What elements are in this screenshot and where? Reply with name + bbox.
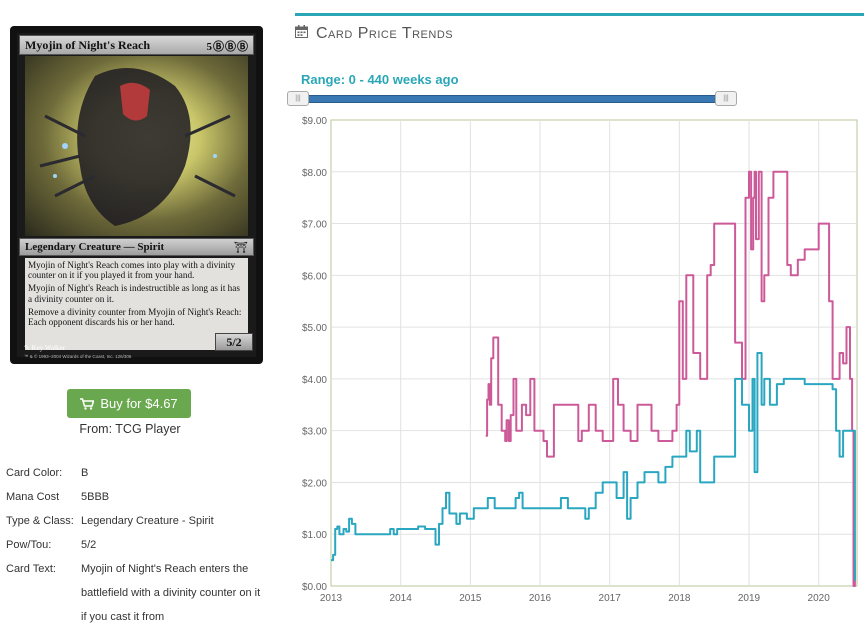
prop-label: Mana Cost: [6, 491, 60, 503]
buy-button[interactable]: Buy for $4.67: [67, 389, 191, 418]
section-title-text: Card Price Trends: [316, 25, 454, 42]
plot-area: [330, 119, 858, 587]
card-artist: ✎ Key Walker: [24, 344, 65, 352]
prop-value: Myojin of Night's Reach enters the battl…: [81, 563, 261, 623]
x-tick-label: 2015: [459, 593, 482, 604]
y-tick-label: $6.00: [302, 271, 327, 282]
x-tick-label: 2020: [808, 593, 831, 604]
range-slider-max-handle[interactable]: |||: [715, 91, 737, 106]
card-copyright: ™ & © 1993–2004 Wizards of the Coast, In…: [24, 354, 132, 359]
range-slider-min-handle[interactable]: |||: [287, 91, 309, 106]
card-art-illustration: [39, 68, 236, 226]
prop-label: Card Color:: [6, 467, 63, 479]
y-tick-label: $4.00: [302, 375, 327, 386]
x-tick-label: 2013: [320, 593, 343, 604]
buy-button-label: Buy for $4.67: [100, 396, 178, 411]
calendar-icon: [295, 25, 308, 43]
range-slider[interactable]: ||| |||: [287, 91, 737, 106]
prop-value: B: [81, 467, 89, 479]
section-accent-line: [295, 13, 864, 16]
card-name-bar: Myojin of Night's Reach 5ⒷⒷⒷ: [19, 35, 254, 55]
prop-value: Legendary Creature - Spirit: [81, 515, 214, 527]
price-series-line-1: [485, 170, 856, 587]
prop-label: Card Text:: [6, 563, 56, 575]
x-tick-label: 2019: [738, 593, 761, 604]
prop-label: Pow/Tou:: [6, 539, 52, 551]
card-power-toughness: 5/2: [215, 333, 253, 351]
card-type-bar: Legendary Creature — Spirit ⛩: [19, 238, 254, 256]
card-mana-cost: 5ⒷⒷⒷ: [206, 41, 249, 53]
prop-value: 5BBB: [81, 491, 110, 503]
card-rule-3: Remove a divinity counter from Myojin of…: [28, 306, 242, 328]
y-tick-label: $1.00: [302, 530, 327, 541]
cart-icon: [80, 397, 95, 410]
prop-label: Type & Class:: [6, 515, 74, 527]
y-tick-label: $5.00: [302, 323, 327, 334]
x-tick-label: 2016: [529, 593, 552, 604]
price-series-line-2: [331, 352, 856, 581]
y-tick-label: $7.00: [302, 220, 327, 231]
price-chart: $0.00 $1.00 $2.00 $3.00 $4.00 $5.00 $6.00 $7.00…: [290, 115, 864, 620]
card-image: Myojin of Night's Reach 5ⒷⒷⒷ Legendary C…: [10, 26, 263, 364]
card-rules-text: Myojin of Night's Reach comes into play …: [25, 258, 248, 350]
card-name: Myojin of Night's Reach: [25, 38, 150, 52]
x-tick-label: 2017: [599, 593, 622, 604]
range-label: Range: 0 - 440 weeks ago: [301, 72, 459, 87]
y-tick-label: $9.00: [302, 116, 327, 127]
prop-value: 5/2: [81, 539, 97, 551]
x-tick-label: 2014: [390, 593, 413, 604]
card-type-line: Legendary Creature — Spirit: [25, 241, 165, 253]
card-rule-1: Myojin of Night's Reach comes into play …: [28, 260, 236, 281]
card-art: [25, 56, 248, 236]
card-rule-2: Myojin of Night's Reach is indestructibl…: [28, 283, 240, 304]
set-symbol-icon: ⛩: [234, 242, 248, 254]
y-tick-label: $2.00: [302, 478, 327, 489]
vendor-label: From: TCG Player: [79, 422, 181, 436]
y-tick-label: $8.00: [302, 168, 327, 179]
x-tick-label: 2018: [668, 593, 691, 604]
price-chart-svg: $0.00 $1.00 $2.00 $3.00 $4.00 $5.00 $6.00 $7.00…: [302, 116, 858, 604]
card-artist-name: Key Walker: [31, 344, 65, 352]
section-title: Card Price Trends: [295, 25, 453, 43]
y-tick-label: $3.00: [302, 427, 327, 438]
y-tick-label: $0.00: [302, 582, 327, 593]
